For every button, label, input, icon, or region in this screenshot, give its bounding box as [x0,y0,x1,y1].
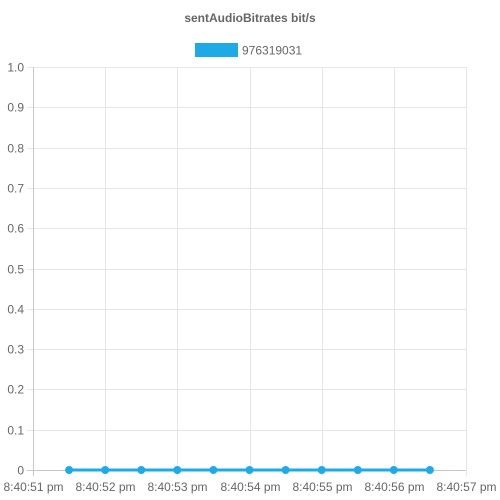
chart-title: sentAudioBitrates bit/s [184,11,316,25]
legend-swatch[interactable] [195,43,238,57]
y-tick-label: 0 [17,464,24,478]
data-point[interactable] [389,466,398,474]
data-point[interactable] [425,466,434,474]
y-tick-label: 0.5 [7,263,24,277]
x-tick-label: 8:40:53 pm [147,480,207,494]
x-tick-label: 8:40:57 pm [436,480,496,494]
data-point[interactable] [353,466,362,474]
x-tick-label: 8:40:54 pm [220,480,280,494]
x-tick-label: 8:40:55 pm [292,480,352,494]
x-axis-ticks: 8:40:51 pm 8:40:52 pm 8:40:53 pm 8:40:54 pm… [3,480,496,494]
y-tick-label: 0.8 [7,142,24,156]
data-point[interactable] [101,466,110,474]
legend[interactable]: 976319031 [195,43,302,58]
x-tick-label: 8:40:52 pm [75,480,135,494]
data-point[interactable] [245,466,254,474]
y-tick-label: 0.7 [7,182,24,196]
x-tick-label: 8:40:56 pm [364,480,424,494]
grid-layer [27,67,467,476]
axis-layer [27,67,466,476]
y-tick-label: 0.9 [7,101,24,115]
legend-label[interactable]: 976319031 [242,44,302,58]
y-tick-label: 0.2 [7,383,24,397]
data-point[interactable] [173,466,182,474]
y-tick-label: 0.3 [7,343,24,357]
data-point[interactable] [317,466,326,474]
y-tick-label: 1.0 [7,61,24,75]
series-layer [65,466,434,474]
y-axis-ticks: 1.0 0.9 0.8 0.7 0.6 0.5 0.4 0.3 0.2 0.1 0 [7,61,24,478]
y-tick-label: 0.1 [7,424,24,438]
x-tick-label: 8:40:51 pm [3,480,63,494]
data-point[interactable] [65,466,74,474]
data-point[interactable] [209,466,218,474]
data-point[interactable] [137,466,146,474]
y-tick-label: 0.6 [7,222,24,236]
data-point[interactable] [281,466,290,474]
y-tick-label: 0.4 [7,303,24,317]
